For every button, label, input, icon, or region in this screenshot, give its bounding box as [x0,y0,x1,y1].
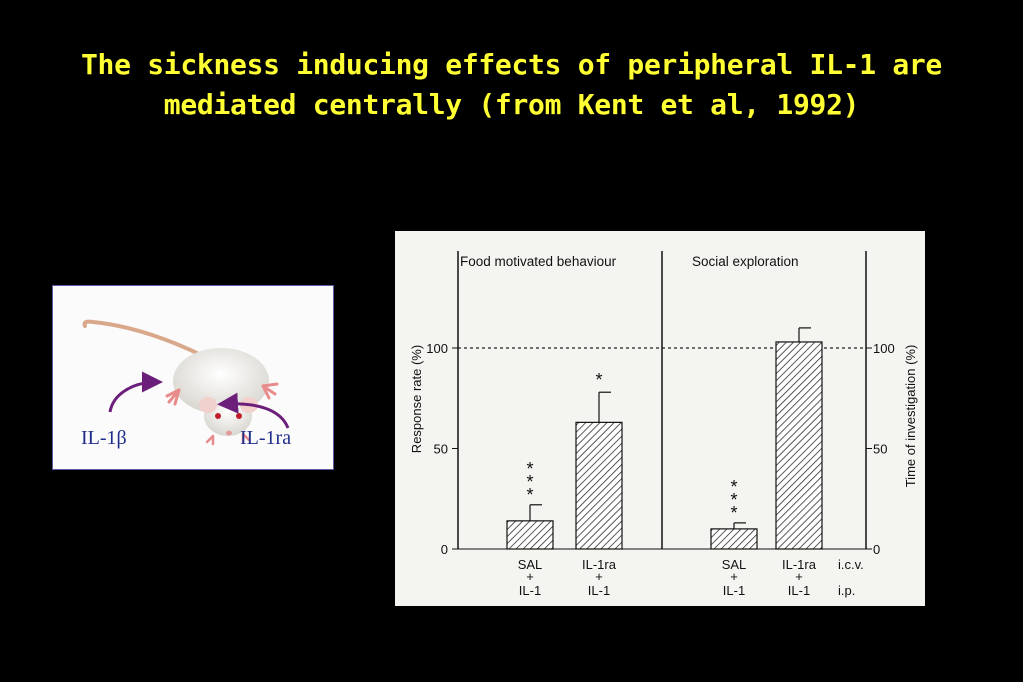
mouse-paw-right [261,382,279,400]
significance-star: * [730,490,737,510]
right-tick-label: 0 [873,542,880,557]
title-line-2: mediated centrally (from Kent et al, 199… [163,88,860,121]
slide-title: The sickness inducing effects of periphe… [0,45,1023,125]
route-label-ip: i.p. [838,583,855,598]
bar-chart-panel: Food motivated behaviour Social explorati… [395,231,925,606]
mouse-body [173,348,269,414]
significance-star: * [526,485,533,505]
mouse-eye-right [236,413,242,419]
bar [710,528,758,550]
left-axis-label: Response rate (%) [409,345,424,453]
mouse-illustration: IL-1β IL-1ra [52,285,334,470]
mouse-paw-front-right [241,432,251,444]
category-label-bottom: IL-1 [788,583,810,598]
bar-chart: Food motivated behaviour Social explorati… [409,251,918,598]
panel-title-food: Food motivated behaviour [460,254,617,269]
title-line-1: The sickness inducing effects of periphe… [81,48,942,81]
category-label-mid: + [595,569,603,584]
significance-marker: * [595,370,602,390]
right-axis-label: Time of investigation (%) [903,345,918,488]
arrow-il1ra [217,392,290,429]
left-tick-label: 100 [426,341,448,356]
mouse-paw-left [165,388,181,406]
category-label-bottom: IL-1 [723,583,745,598]
category-label-bottom: IL-1 [519,583,541,598]
category-label-top: IL-1ra [782,557,817,572]
mouse-tail [82,319,205,358]
right-tick-label: 50 [873,442,887,457]
bar [506,520,554,550]
significance-star: * [526,472,533,492]
label-il1ra: IL-1ra [240,427,291,449]
significance-star: * [730,477,737,497]
left-tick-label: 50 [434,442,448,457]
mouse-image: IL-1β IL-1ra [81,319,291,449]
arrow-il1b [108,371,163,413]
category-label-top: SAL [722,557,747,572]
category-label-mid: + [795,569,803,584]
panel-title-social: Social exploration [692,254,799,269]
significance-star: * [526,459,533,479]
category-label-mid: + [730,569,738,584]
category-label-bottom: IL-1 [588,583,610,598]
significance-star: * [730,503,737,523]
left-tick-label: 0 [441,542,448,557]
category-label-top: IL-1ra [582,557,617,572]
mouse-eye-left [215,413,221,419]
mouse-ear-left [199,397,217,413]
right-tick-label: 100 [873,341,895,356]
route-label-icv: i.c.v. [838,557,864,572]
category-label-top: SAL [518,557,543,572]
bar [775,341,823,550]
bar [575,421,623,550]
mouse-nose [226,430,232,436]
mouse-paw-front-left [205,434,215,446]
category-label-mid: + [526,569,534,584]
label-il1b: IL-1β [81,427,127,449]
